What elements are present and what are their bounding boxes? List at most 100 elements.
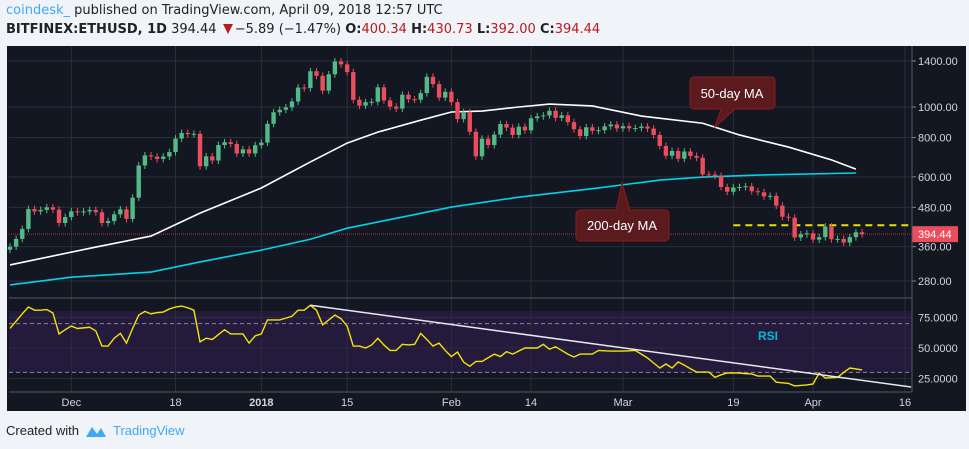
candle-down [829, 226, 834, 240]
candle-up [44, 207, 49, 210]
open-label: O: [345, 22, 362, 37]
candle-down [320, 75, 325, 91]
candle-up [853, 232, 859, 238]
candle-down [467, 112, 472, 132]
annotation-50-day-ma[interactable]: 50-day MA [689, 76, 776, 129]
candle-up [167, 152, 172, 157]
candle-down [786, 216, 791, 218]
candle-up [136, 165, 141, 198]
low-value: 392.00 [490, 22, 536, 37]
candle-up [516, 126, 521, 135]
candle-up [277, 109, 282, 113]
candle-down [302, 87, 307, 89]
candle-down [406, 94, 411, 100]
candle-down [510, 127, 515, 135]
candle-up [418, 93, 423, 100]
candle-up [265, 123, 270, 143]
candle-down [706, 174, 712, 176]
high-value: 430.73 [427, 22, 473, 37]
candle-up [161, 156, 166, 159]
candle-down [436, 84, 442, 98]
rsi-label: RSI [758, 329, 778, 343]
price-tick-label: 480.00 [918, 202, 952, 214]
candle-up [498, 124, 503, 135]
ma50-label: 50-day MA [701, 86, 764, 101]
callout-box [689, 76, 776, 129]
price-change: −5.89 (−1.47%) [234, 22, 342, 37]
candle-down [124, 209, 129, 219]
candle-up [835, 238, 840, 240]
candle-down [774, 195, 779, 206]
candle-down [32, 209, 37, 212]
rsi-tick-label: 75.0000 [918, 313, 958, 325]
candle-down [645, 126, 650, 129]
candle-up [823, 226, 828, 238]
candle-down [859, 232, 865, 235]
tradingview-link[interactable]: TradingView [112, 423, 185, 438]
candle-down [571, 122, 577, 130]
price-tick-label: 600.00 [918, 172, 952, 184]
candle-up [240, 149, 246, 154]
candle-down [755, 191, 761, 193]
footer: Created with TradingView [6, 423, 185, 438]
candle-down [810, 233, 816, 240]
time-tick-label: 18 [169, 397, 181, 409]
time-tick-label: 14 [525, 397, 537, 409]
close-label: C: [539, 22, 555, 37]
candle-up [69, 211, 74, 218]
candle-up [332, 61, 338, 75]
candle-up [443, 91, 448, 98]
candle-down [792, 217, 797, 238]
candle-down [357, 99, 362, 106]
candle-down [485, 138, 491, 146]
candle-down [614, 124, 620, 129]
time-tick-label: Feb [442, 397, 461, 409]
candle-down [700, 157, 705, 175]
candle-down [841, 238, 846, 243]
candle-up [602, 126, 607, 131]
candle-up [118, 209, 123, 215]
ma200-label: 200-day MA [587, 218, 657, 233]
candle-down [749, 186, 754, 192]
candle-down [93, 209, 99, 213]
author-link[interactable]: coindesk_ [6, 3, 71, 18]
time-tick-label: 16 [899, 397, 911, 409]
candle-up [81, 211, 86, 213]
candle-down [473, 131, 479, 157]
moving-averages [9, 103, 857, 286]
candle-down [246, 149, 252, 154]
axes: 1400.00 1000.00 800.00 600.00 480.00 360.00 28… [62, 56, 958, 409]
candle-up [737, 186, 742, 188]
candle-down [553, 110, 558, 118]
candle-up [639, 126, 644, 129]
candle-down [56, 209, 62, 224]
candle-down [387, 100, 393, 107]
candle-up [816, 237, 822, 240]
candle-up [191, 133, 197, 135]
price-tick-label: 360.00 [918, 242, 952, 254]
candles [7, 58, 865, 254]
candle-down [725, 186, 730, 192]
publish-line: coindesk_ published on TradingView.com, … [6, 3, 443, 18]
grid [9, 46, 912, 392]
rsi-tick-label: 50.0000 [918, 343, 958, 355]
time-tick-label: 19 [727, 397, 739, 409]
candle-down [675, 150, 681, 159]
candle-down [228, 142, 233, 144]
rsi-pane [9, 304, 912, 388]
candle-down [522, 126, 528, 131]
candle-down [718, 175, 724, 187]
publish-info: published on TradingView.com, April 09, … [70, 3, 443, 18]
annotation-200-day-ma[interactable]: 200-day MA [575, 181, 670, 242]
candle-down [210, 156, 215, 161]
candle-down [75, 211, 80, 213]
candle-up [271, 112, 276, 124]
candle-down [449, 91, 454, 103]
candle-up [326, 74, 331, 91]
candle-up [479, 138, 485, 157]
price-tick-label: 800.00 [918, 132, 952, 144]
candle-up [743, 186, 748, 188]
candle-up [87, 209, 92, 212]
candle-up [541, 115, 546, 117]
